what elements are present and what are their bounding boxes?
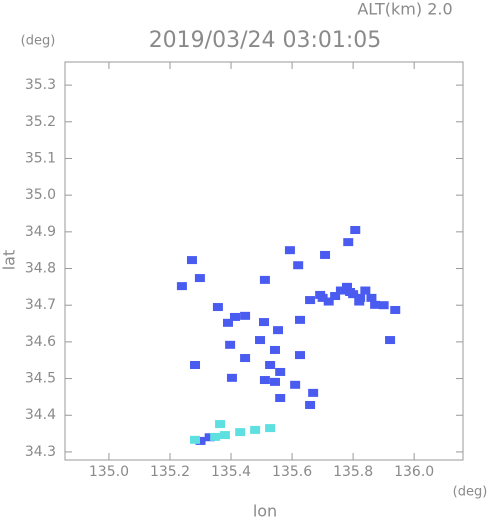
echo-cell — [194, 274, 205, 283]
echo-cell — [390, 305, 401, 314]
echo-cell — [225, 340, 236, 349]
echo-cell — [215, 420, 226, 429]
echo-cell — [190, 360, 201, 369]
x-tick-label: 136.0 — [394, 464, 434, 480]
echo-cell — [317, 293, 328, 302]
y-tick-label: 35.3 — [25, 77, 56, 93]
echo-cell — [235, 428, 246, 437]
y-tick-label: 34.9 — [25, 224, 56, 240]
echo-cell — [354, 297, 365, 306]
echo-cell — [275, 367, 286, 376]
y-axis-label: lat — [0, 250, 19, 271]
y-tick-label: 35.0 — [25, 187, 56, 203]
echo-cell — [308, 388, 319, 397]
y-tick-label: 35.1 — [25, 150, 56, 166]
echo-cell — [295, 351, 306, 360]
y-tick-label: 34.5 — [25, 371, 56, 387]
y-tick-label: 34.7 — [25, 297, 56, 313]
echo-cell — [204, 433, 215, 442]
y-tick-label: 35.2 — [25, 114, 56, 130]
echo-cell — [269, 377, 280, 386]
echo-cell — [290, 380, 301, 389]
x-tick-label: 135.6 — [272, 464, 312, 480]
echo-cell — [240, 311, 251, 320]
echo-cell — [265, 360, 276, 369]
echo-cell — [269, 345, 280, 354]
chart-title: 2019/03/24 03:01:05 — [149, 28, 382, 53]
echo-cell — [176, 282, 187, 291]
echo-cell — [343, 238, 354, 247]
echo-cell — [305, 296, 316, 305]
echo-cell — [275, 394, 286, 403]
echo-cell — [360, 286, 371, 295]
echo-cell — [348, 290, 359, 299]
echo-cell — [259, 275, 270, 284]
echo-cell — [259, 376, 270, 385]
echo-cell — [219, 431, 230, 440]
echo-cell — [378, 301, 389, 310]
y-tick-label: 34.8 — [25, 261, 56, 277]
echo-cell — [222, 318, 233, 327]
echo-cell — [366, 293, 377, 302]
echo-cell — [195, 436, 206, 445]
echo-cell — [284, 246, 295, 255]
echo-cell — [240, 354, 251, 363]
echo-cell — [305, 400, 316, 409]
echo-cell — [385, 336, 396, 345]
echo-cell — [265, 424, 276, 433]
x-axis-label: lon — [253, 502, 277, 521]
echo-cell — [335, 286, 346, 295]
echo-cell — [370, 300, 381, 309]
echo-cell — [186, 256, 197, 265]
echo-cell — [230, 312, 241, 321]
x-tick-label: 135.4 — [211, 464, 251, 480]
echo-cell — [342, 282, 353, 291]
echo-cell — [330, 292, 341, 301]
x-tick-label: 135.2 — [150, 464, 190, 480]
y-tick-label: 34.4 — [25, 407, 56, 423]
echo-cell — [350, 226, 361, 235]
echo-cell — [190, 435, 201, 444]
echo-cell — [255, 336, 266, 345]
plot-frame — [64, 61, 464, 461]
chart-subtitle: ALT(km) 2.0 — [357, 0, 452, 19]
echo-cell — [250, 425, 261, 434]
x-tick-label: 135.8 — [333, 464, 373, 480]
echo-cell — [320, 250, 331, 259]
echo-cell — [293, 261, 304, 270]
echo-cell — [212, 303, 223, 312]
y-tick-label: 34.6 — [25, 334, 56, 350]
echo-cell — [273, 326, 284, 335]
y-tick-label: 34.3 — [25, 444, 56, 460]
x-unit: (deg) — [453, 485, 488, 500]
echo-cell — [226, 373, 237, 382]
echo-cell — [259, 318, 269, 327]
y-unit: (deg) — [21, 34, 56, 49]
x-tick-label: 135.0 — [89, 464, 129, 480]
echo-cell — [323, 297, 334, 306]
echo-cell — [295, 315, 306, 324]
echo-cell — [210, 432, 221, 441]
